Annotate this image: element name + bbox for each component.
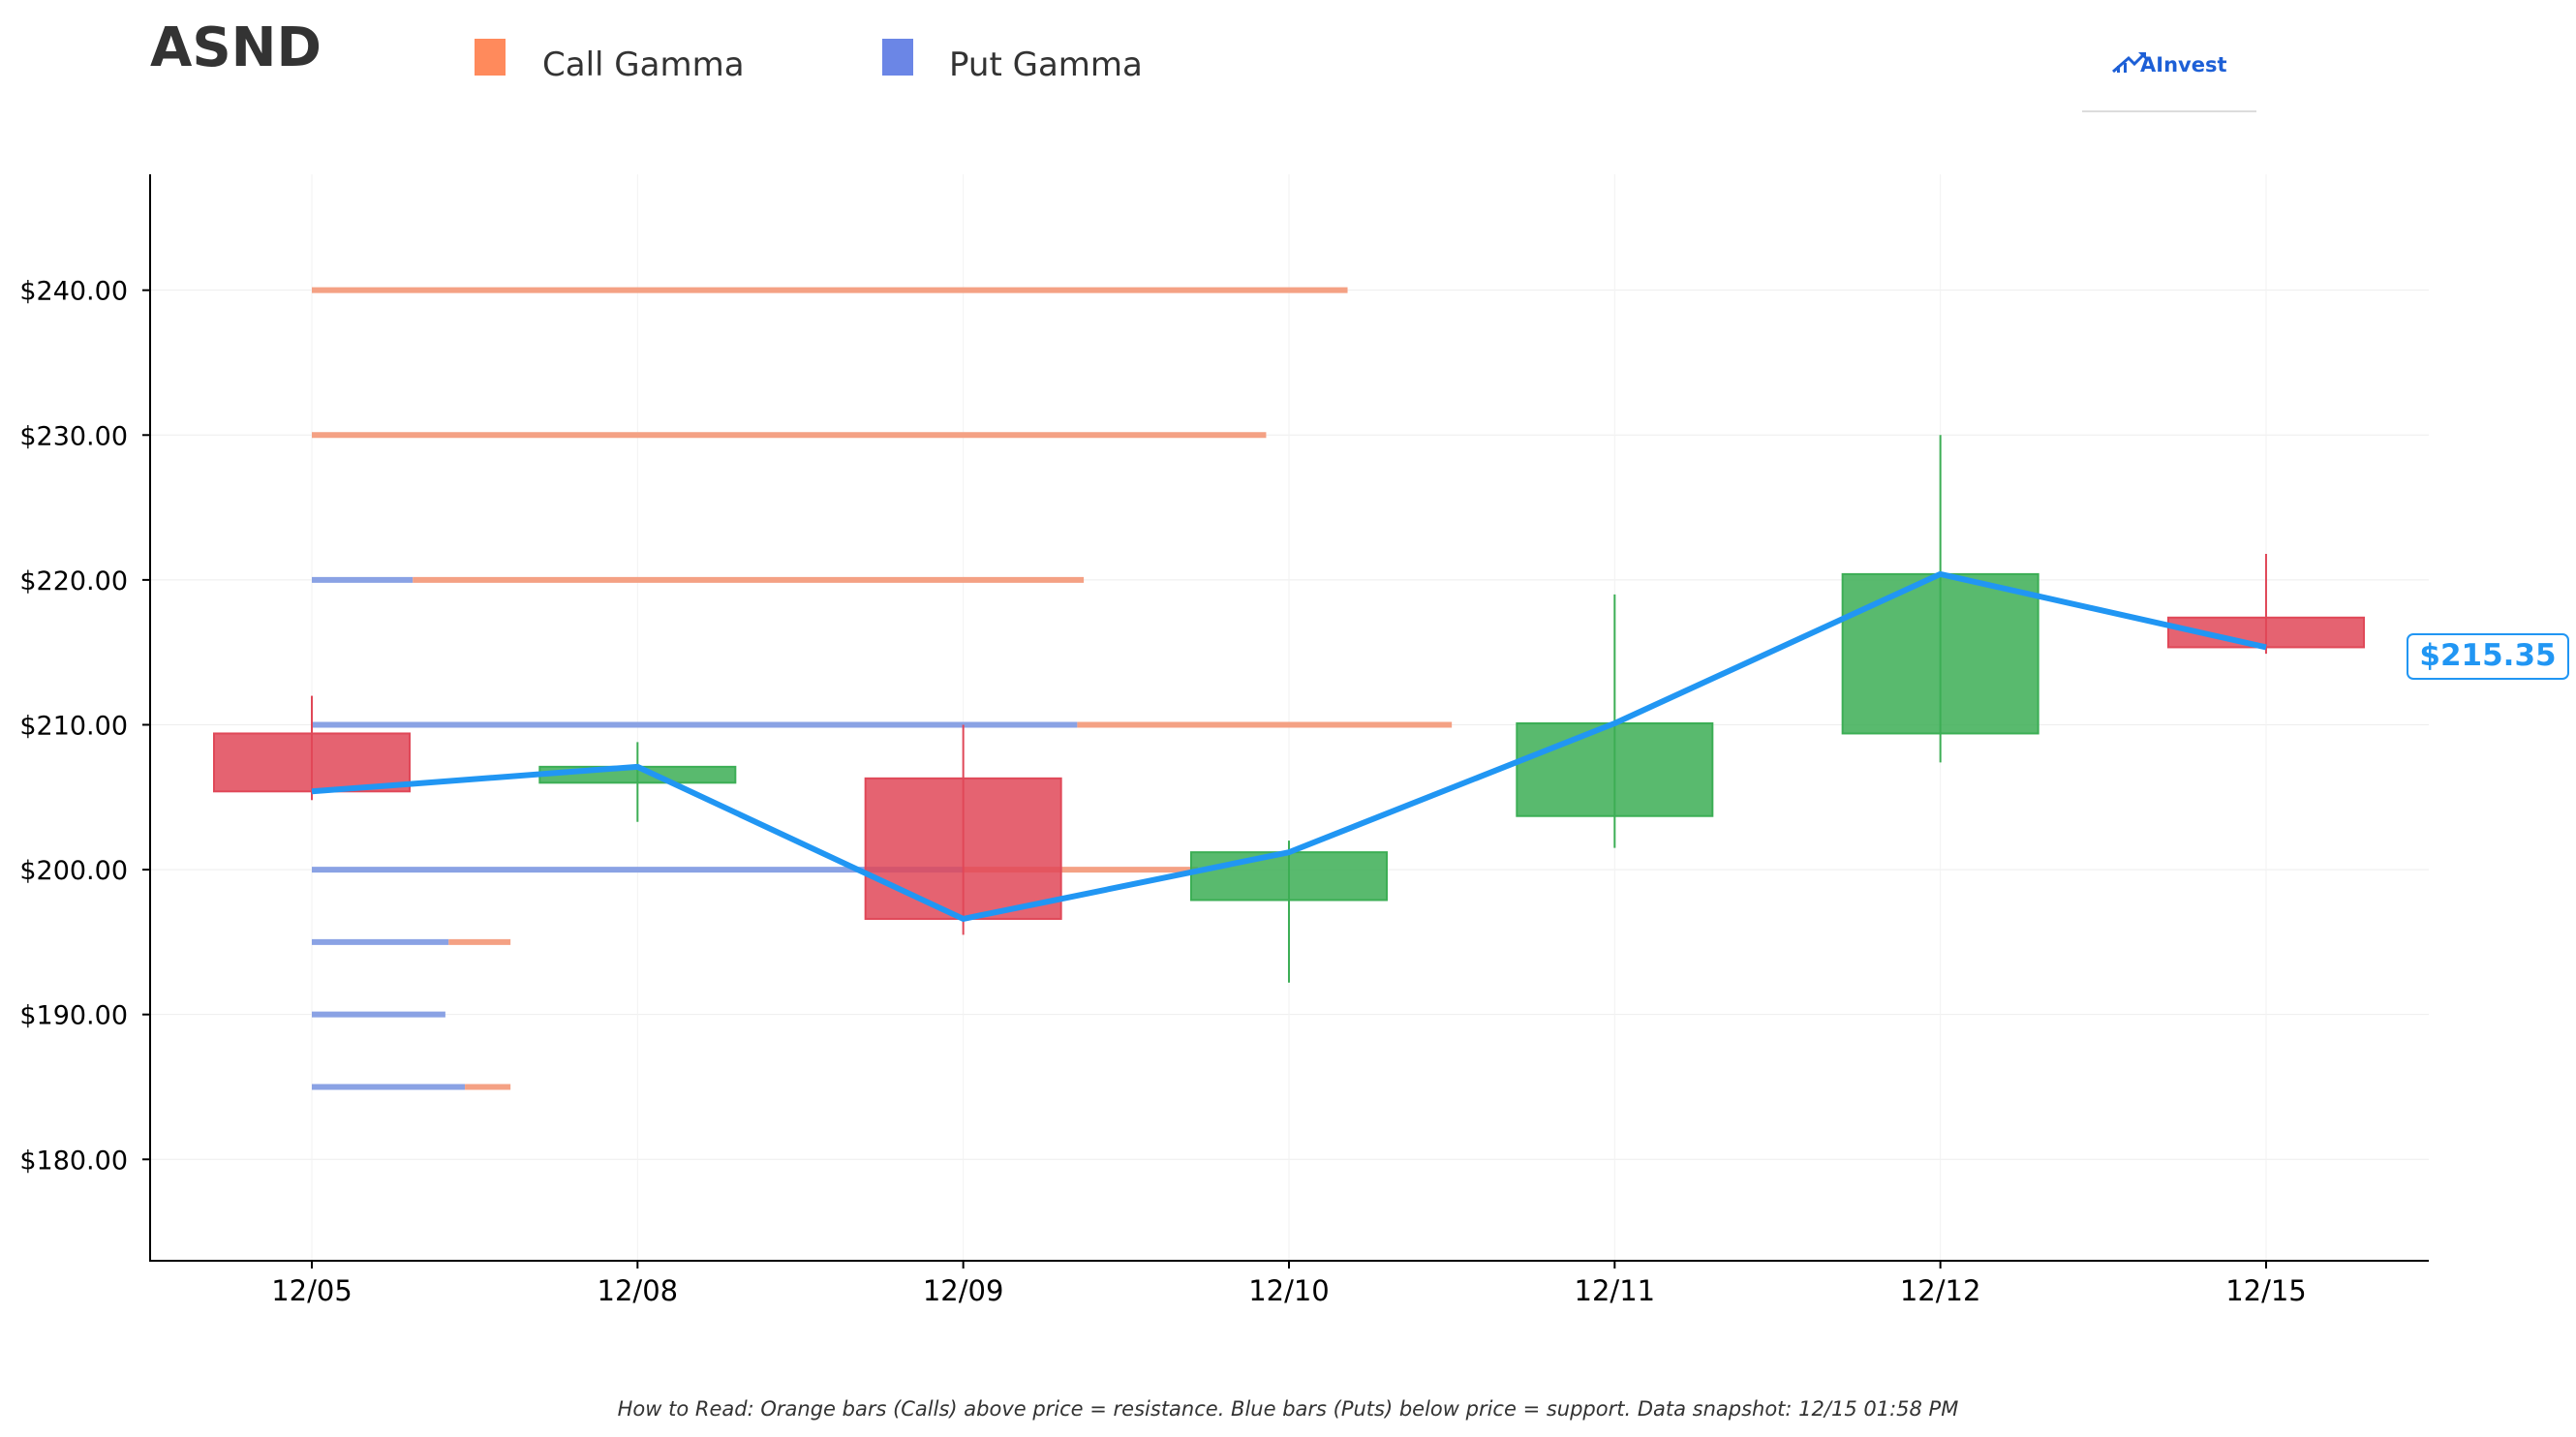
price-line-layer (311, 570, 2267, 922)
y-tick-label: $240.00 (19, 277, 128, 307)
ticker-title: ASND (150, 16, 322, 79)
x-tick-label: 12/11 (1575, 1274, 1656, 1307)
logo-text: AInvest (2140, 53, 2227, 76)
candle-up (1841, 572, 2039, 735)
legend: Call Gamma Put Gamma (475, 39, 1143, 84)
x-tick-label: 12/10 (1248, 1274, 1330, 1307)
legend-put-label: Put Gamma (949, 46, 1143, 84)
y-tick-label: $200.00 (19, 856, 128, 886)
legend-call-swatch (475, 39, 506, 76)
x-tick-label: 12/15 (2225, 1274, 2307, 1307)
footer-note: How to Read: Orange bars (Calls) above p… (618, 1397, 1959, 1421)
y-tick-label: $220.00 (19, 566, 128, 596)
price-line (311, 570, 2267, 922)
x-tick-label: 12/08 (598, 1274, 679, 1307)
y-tick-label: $230.00 (19, 421, 128, 451)
candle-down (864, 777, 1062, 920)
legend-call-label: Call Gamma (542, 46, 745, 84)
last-price-badge: $215.35 (2407, 633, 2569, 680)
gamma-bars-layer (312, 287, 1453, 1090)
last-price-label: $215.35 (2419, 638, 2556, 673)
y-tick-label: $190.00 (19, 1001, 128, 1031)
y-tick-label: $210.00 (19, 711, 128, 741)
x-tick-labels: 12/05 12/08 12/09 12/10 12/11 12/12 12/15 (271, 1261, 2307, 1307)
legend-put-swatch (882, 39, 913, 76)
y-tick-label: $180.00 (19, 1146, 128, 1176)
x-tick-label: 12/12 (1900, 1274, 1981, 1307)
grid-layer (150, 174, 2429, 1261)
x-tick-label: 12/05 (271, 1274, 353, 1307)
candle-down (213, 732, 411, 793)
chart-arrow-icon (2112, 52, 2146, 74)
candle-up (1516, 721, 1714, 817)
candle-up (1189, 851, 1388, 902)
x-tick-label: 12/09 (923, 1274, 1004, 1307)
y-tick-labels: $180.00 $190.00 $200.00 $210.00 $220.00 $230.… (19, 277, 150, 1176)
ainvest-logo: AInvest (2082, 52, 2256, 112)
